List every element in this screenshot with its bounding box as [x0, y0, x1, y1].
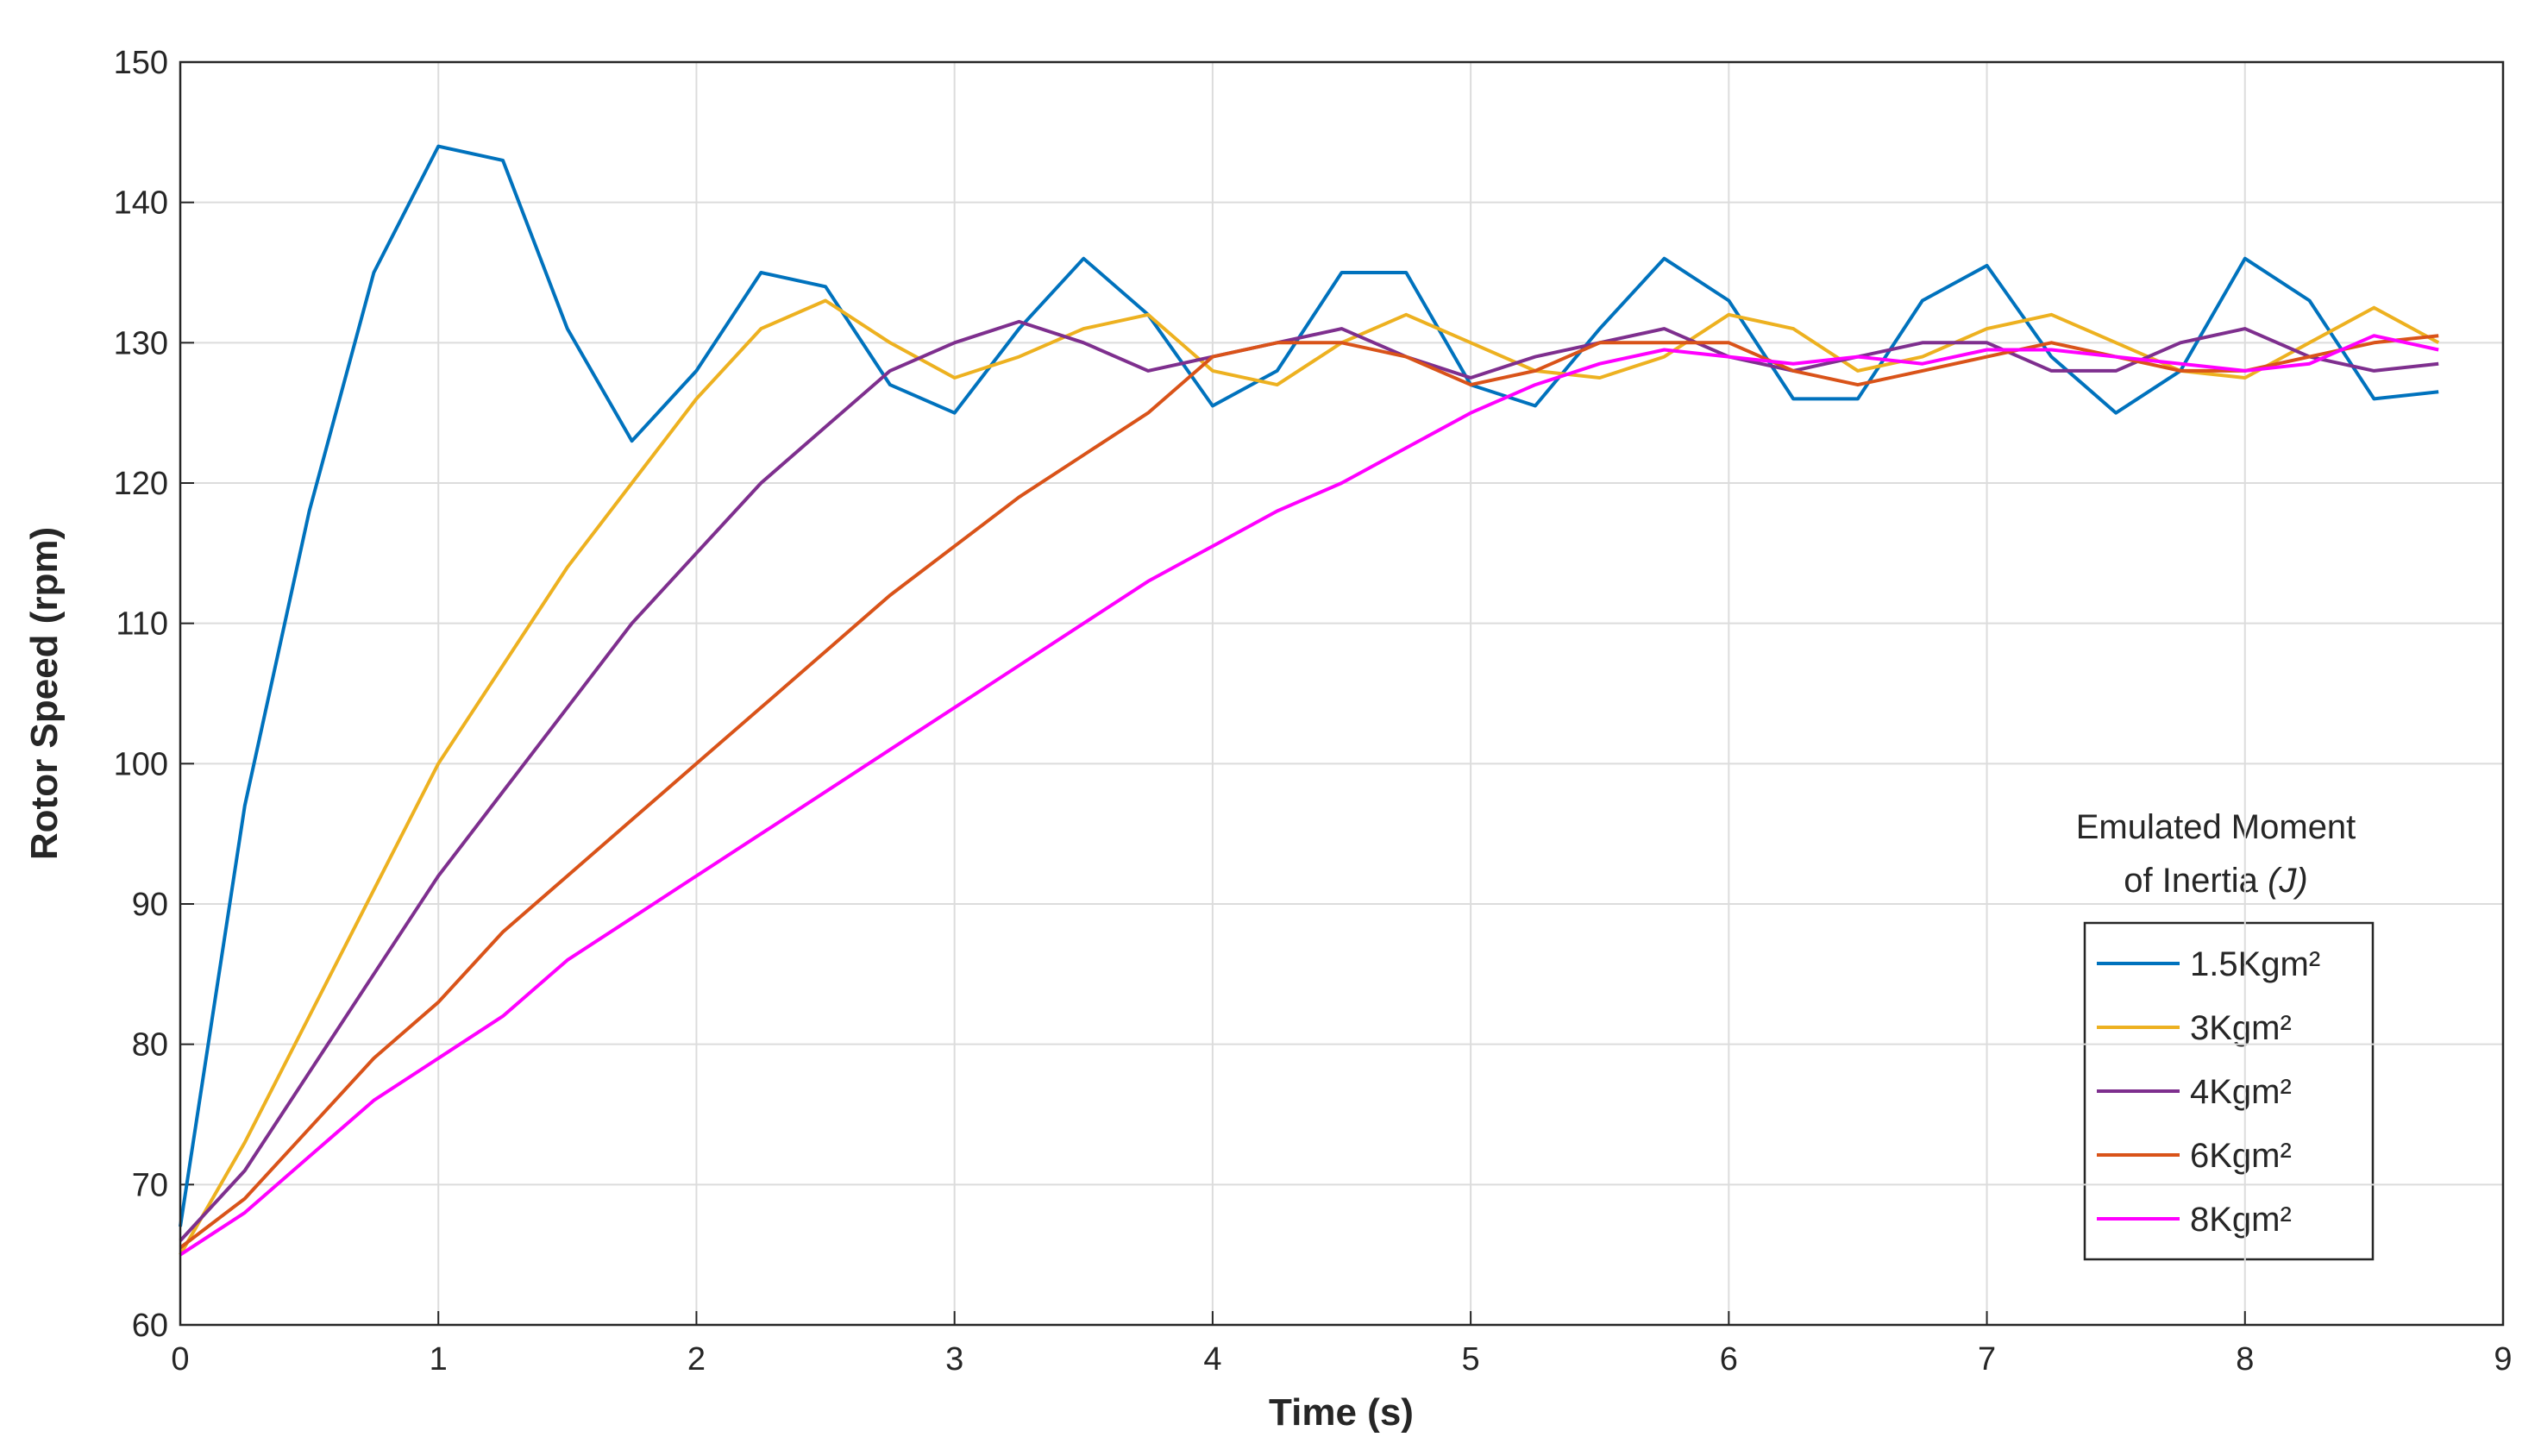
y-tick-label: 130	[114, 325, 168, 361]
y-tick-label: 150	[114, 45, 168, 81]
data-line	[179, 334, 2439, 1250]
legend: Emulated Moment of Inertia (J) 1.5Kgm² 3K…	[2076, 808, 2375, 1261]
legend-title: Emulated Moment	[2076, 808, 2356, 846]
x-tick-label: 5	[1462, 1341, 1480, 1378]
y-tick-label: 120	[114, 466, 168, 502]
y-axis-label: Rotor Speed (rpm)	[23, 527, 66, 860]
y-tick-label: 80	[132, 1027, 168, 1064]
x-tick-label: 6	[1720, 1341, 1738, 1378]
data-line	[179, 298, 2440, 1256]
x-tick-label: 9	[2494, 1341, 2512, 1378]
y-tick-label: 90	[132, 887, 168, 923]
legend-label: 4Kgm²	[2190, 1073, 2292, 1111]
plot-frame	[179, 60, 2505, 1327]
data-line	[179, 319, 2439, 1242]
x-tick-label: 3	[945, 1341, 963, 1378]
legend-label: 6Kgm²	[2190, 1137, 2292, 1175]
x-tick-label: 0	[171, 1341, 189, 1378]
y-tick-label: 140	[114, 185, 168, 222]
data-line	[179, 334, 2439, 1257]
y-tick-label: 70	[132, 1167, 168, 1203]
x-tick-label: 8	[2236, 1341, 2254, 1378]
y-tick-label: 110	[116, 606, 168, 643]
x-tick-label: 4	[1203, 1341, 1221, 1378]
legend-label: 1.5Kgm²	[2190, 945, 2320, 983]
legend-label: 8Kgm²	[2190, 1201, 2292, 1239]
x-axis-label: Time (s)	[1269, 1391, 1414, 1434]
legend-label: 3Kgm²	[2190, 1009, 2292, 1047]
x-tick-label: 1	[430, 1341, 448, 1378]
y-tick-label: 100	[114, 746, 168, 782]
x-tick-label: 2	[687, 1341, 706, 1378]
legend-title: of Inertia	[2124, 862, 2258, 900]
y-tick-label: 60	[132, 1308, 168, 1344]
legend-title-symbol: (J)	[2268, 862, 2308, 900]
data-line	[179, 144, 2439, 1227]
x-tick-label: 7	[1978, 1341, 1996, 1378]
legend-title: of Inertia (J)	[2124, 862, 2307, 900]
